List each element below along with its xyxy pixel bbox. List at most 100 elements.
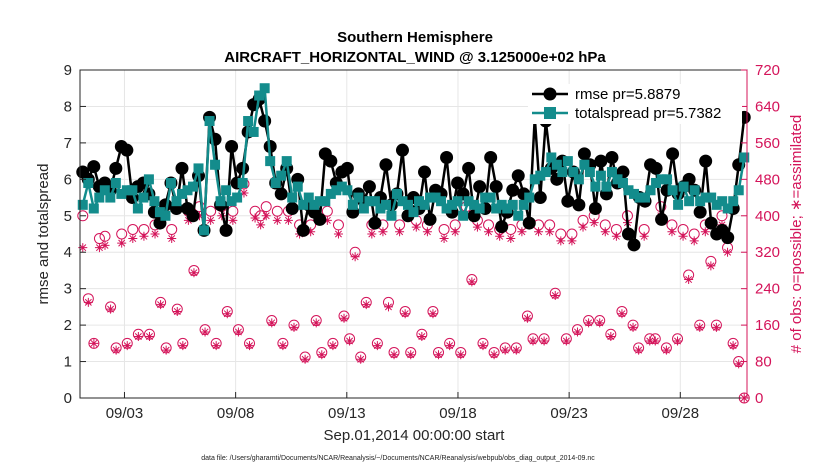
asterisk-glyph [322,215,332,225]
asterisk-glyph [567,236,577,246]
asterisk-glyph [434,350,444,360]
obs-assimilated-point [422,227,432,237]
totalspread-point [232,192,243,203]
obs-assimilated-point [122,341,132,351]
obs-assimilated-point [628,322,638,332]
obs-assimilated-point [684,275,694,285]
asterisk-glyph [267,318,277,328]
totalspread-point [353,192,364,203]
asterisk-glyph [472,222,482,232]
rmse-point [418,165,432,179]
totalspread-point [138,192,149,203]
asterisk-glyph [678,231,688,241]
obs-assimilated-point [239,188,249,198]
totalspread-point [375,203,386,214]
obs-assimilated-point [456,350,466,360]
asterisk-glyph [317,350,327,360]
asterisk-glyph [723,247,733,257]
totalspread-point [176,188,187,199]
asterisk-glyph [539,336,549,346]
asterisk-glyph [78,243,88,253]
right-y-tick-label: 240 [755,281,780,298]
asterisk-glyph [395,227,405,237]
right-y-tick-label: 160 [755,317,780,334]
totalspread-point [204,116,215,127]
obs-assimilated-point [478,341,488,351]
obs-assimilated-point [528,336,538,346]
obs-assimilated-point [267,318,277,328]
asterisk-glyph [272,215,282,225]
rmse-point [704,216,718,230]
obs-assimilated-point [133,332,143,341]
totalspread-point [215,196,226,207]
rmse-point [666,147,680,161]
rmse-point [285,201,299,215]
asterisk-glyph [206,215,216,225]
obs-assimilated-point [139,231,149,241]
totalspread-point [116,188,127,199]
obs-assimilated-point [156,300,166,310]
totalspread-point [182,185,193,196]
obs-assimilated-point [667,227,677,237]
totalspread-point [419,199,430,210]
asterisk-glyph [684,275,694,285]
obs-assimilated-point [178,341,188,351]
totalspread-point [573,174,584,185]
asterisk-glyph [411,222,421,232]
totalspread-point [309,199,320,210]
obs-assimilated-point [211,341,221,351]
asterisk-glyph [306,227,316,237]
asterisk-glyph [389,350,399,360]
totalspread-point [188,181,199,192]
obs-possible-point [77,210,89,222]
totalspread-point [287,192,298,203]
asterisk-glyph [406,350,416,360]
totalspread-point [557,167,568,178]
obs-assimilated-point [534,227,544,237]
obs-assimilated-point [144,332,154,341]
x-tick-label: 09/03 [106,405,144,422]
asterisk-glyph [339,313,349,323]
obs-assimilated-point [595,318,605,328]
obs-assimilated-point [634,345,644,355]
asterisk-glyph [367,229,377,239]
obs-assimilated-point [245,341,255,351]
left-y-tick-label: 9 [64,62,72,79]
totalspread-point [243,116,254,127]
rmse-point [236,161,250,175]
left-y-tick-label: 5 [64,208,72,225]
totalspread-point [529,174,540,185]
rmse-point [627,238,641,252]
asterisk-glyph [534,227,544,237]
totalspread-point [689,185,700,196]
totalspread-point [193,163,204,174]
asterisk-glyph [278,341,288,351]
obs-assimilated-point [261,211,271,221]
obs-assimilated-point [272,215,282,225]
left-y-tick-label: 2 [64,317,72,334]
rmse-point [462,161,476,175]
obs-assimilated-point [417,332,427,341]
legend-rmse-label: rmse pr=5.8879 [575,86,680,103]
totalspread-point [491,203,502,214]
obs-assimilated-point [445,341,455,351]
obs-assimilated-point [167,234,177,244]
asterisk-glyph [250,213,260,223]
legend: rmse pr=5.8879 totalspread pr=5.7382 [528,84,742,124]
obs-assimilated-point [539,336,549,346]
totalspread-point [612,174,623,185]
asterisk-glyph [289,322,299,332]
asterisk-glyph [500,345,510,355]
asterisk-glyph [600,227,610,237]
asterisk-glyph [728,341,738,351]
obs-assimilated-point [378,227,388,237]
asterisk-glyph [445,341,455,351]
asterisk-glyph [484,227,494,237]
x-tick-label: 09/18 [439,405,477,422]
obs-assimilated-point [545,227,555,237]
obs-assimilated-point [256,220,266,230]
rmse-point [258,114,272,128]
rmse-point [440,150,454,164]
obs-assimilated-point [495,231,505,241]
totalspread-point [298,199,309,210]
